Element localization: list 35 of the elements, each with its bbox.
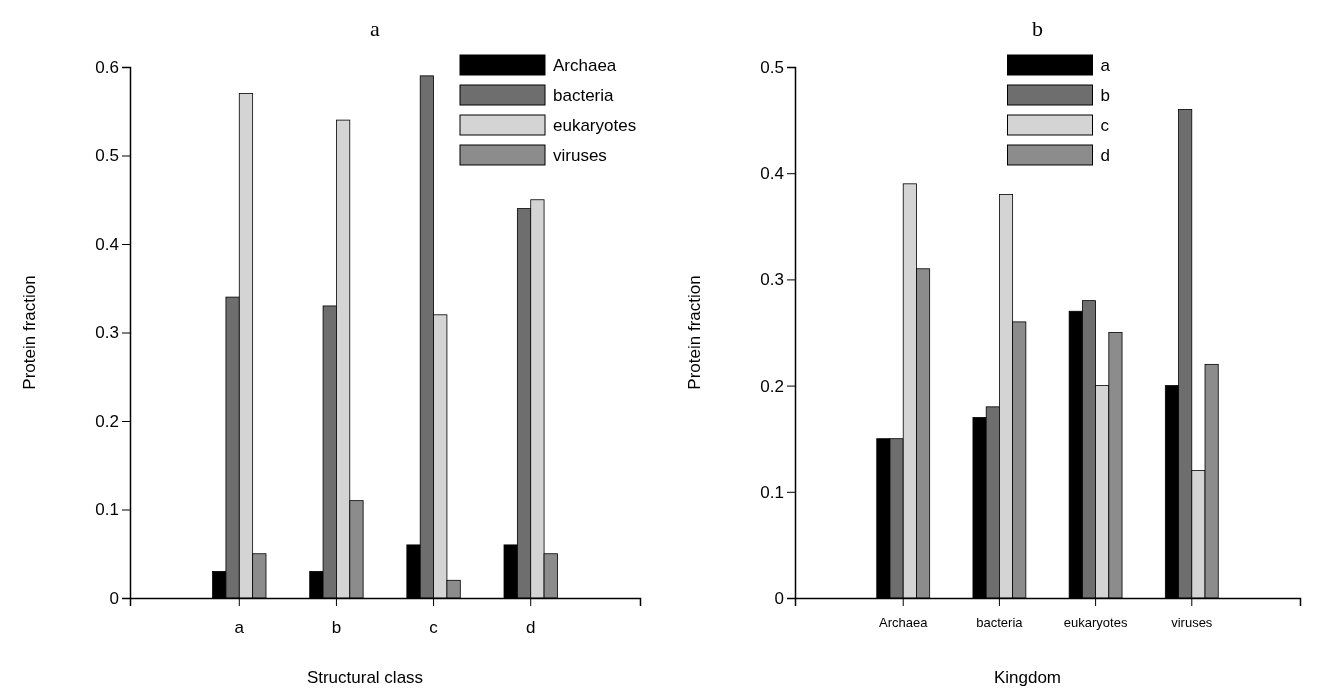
x-axis-title: Kingdom <box>993 668 1062 687</box>
y-tick-label: 0.1 <box>95 500 119 520</box>
x-tick-label: c <box>429 617 439 637</box>
x-tick-label: d <box>525 617 536 637</box>
chart-title: a <box>370 16 381 41</box>
y-tick-label: 0.2 <box>760 376 784 396</box>
y-tick-label: 0 <box>109 588 119 608</box>
y-tick-label: 0.4 <box>760 164 784 184</box>
y-axis-title: Protein fraction <box>685 275 704 390</box>
y-tick-label: 0.3 <box>95 323 119 343</box>
y-tick-label: 0.5 <box>95 146 119 166</box>
legend-label: a <box>1100 56 1111 75</box>
y-tick-label: 0 <box>774 588 784 608</box>
x-axis-title: Structural class <box>306 668 424 687</box>
y-axis-title: Protein fraction <box>20 275 39 390</box>
x-tick-label: viruses <box>1171 615 1213 631</box>
chart-title: b <box>1032 16 1043 41</box>
x-tick-label: eukaryotes <box>1063 615 1128 631</box>
y-tick-label: 0.2 <box>95 411 119 431</box>
legend-label: c <box>1100 116 1110 135</box>
legend-label: viruses <box>553 146 607 165</box>
x-tick-label: bacteria <box>976 615 1024 631</box>
y-tick-label: 0.6 <box>95 57 119 77</box>
legend-label: eukaryotes <box>553 116 637 135</box>
legend-label: Archaea <box>553 56 617 75</box>
y-tick-label: 0.5 <box>760 57 784 77</box>
legend-label: bacteria <box>553 86 615 105</box>
x-tick-label: Archaea <box>879 615 929 631</box>
y-tick-label: 0.4 <box>95 234 119 254</box>
x-tick-label: a <box>234 617 245 637</box>
y-tick-label: 0.3 <box>760 270 784 290</box>
legend-label: d <box>1100 146 1110 165</box>
legend-label: b <box>1100 86 1110 105</box>
y-tick-label: 0.1 <box>760 482 784 502</box>
x-tick-label: b <box>331 617 342 637</box>
